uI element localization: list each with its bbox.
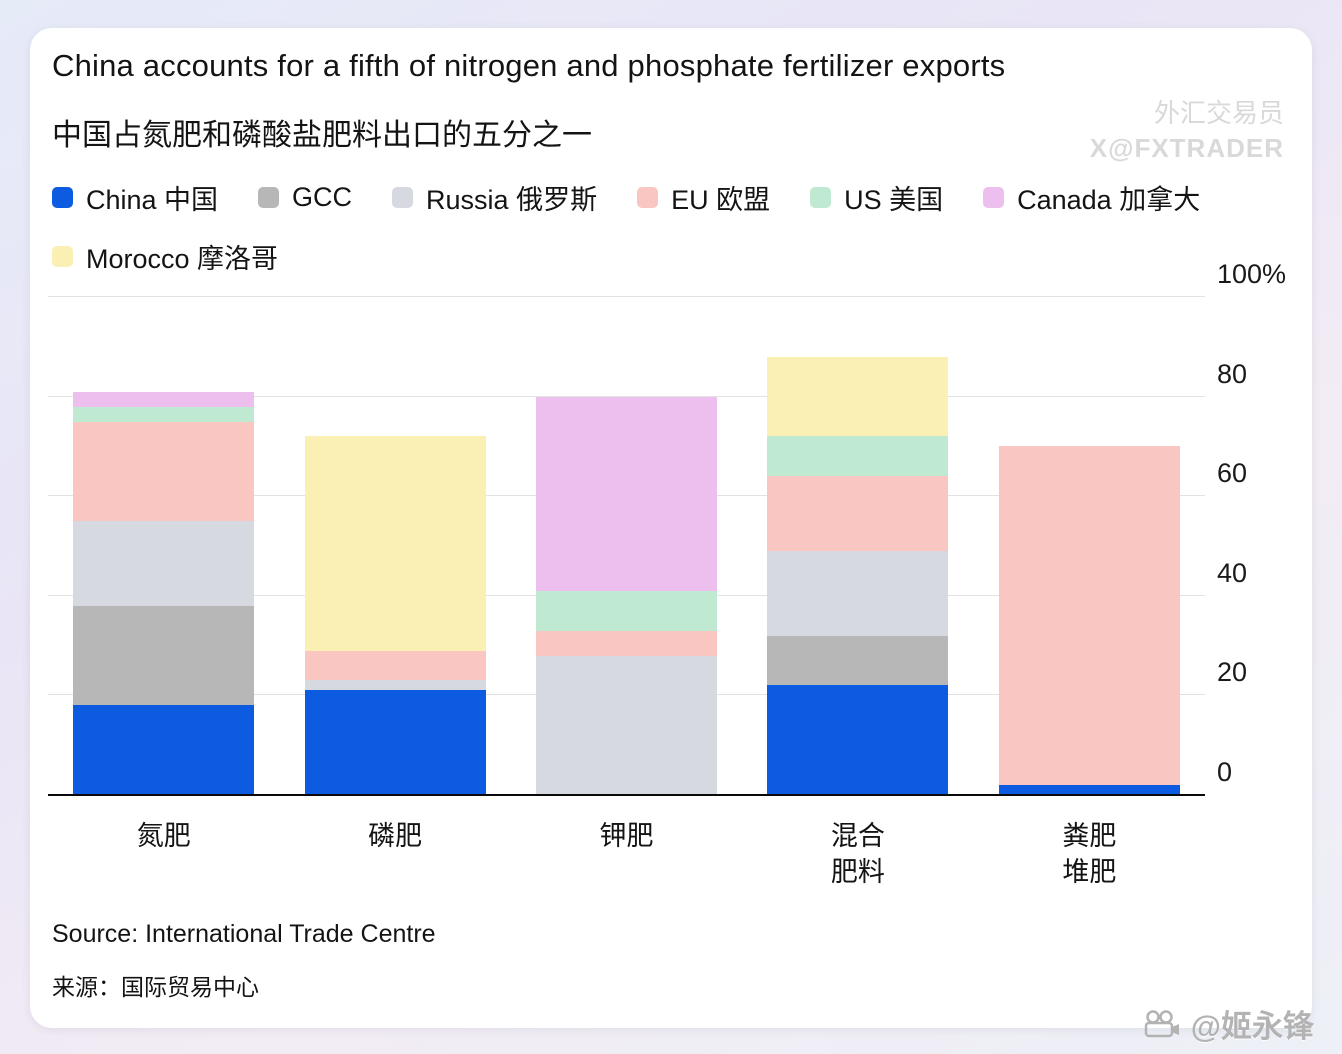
bar-stack bbox=[998, 446, 1180, 795]
x-axis-baseline bbox=[48, 793, 1205, 796]
legend-item: Russia 俄罗斯 bbox=[392, 178, 597, 217]
bar-segment bbox=[304, 436, 486, 651]
bar-segment bbox=[73, 391, 255, 407]
source-line-en: Source: International Trade Centre bbox=[52, 920, 436, 948]
legend-label: China 中国 bbox=[86, 185, 219, 215]
y-tick-label: 40 bbox=[1217, 557, 1248, 588]
legend-swatch bbox=[52, 246, 73, 267]
legend-swatch bbox=[810, 187, 832, 208]
bar-segment bbox=[304, 690, 486, 795]
legend-swatch bbox=[392, 187, 414, 208]
y-tick-label: 0 bbox=[1217, 757, 1233, 787]
y-tick-label: 60 bbox=[1217, 458, 1248, 489]
bar-stack bbox=[767, 356, 949, 795]
watermark-bottom-text: @姬永锋 bbox=[1190, 1009, 1314, 1044]
legend-item: Morocco 摩洛哥 bbox=[52, 237, 278, 276]
legend-swatch bbox=[983, 187, 1005, 208]
stacked-bar-chart: 0 20 40 60 80 100% 氮肥 磷肥 钾肥 混合 肥料 粪肥 堆肥 bbox=[48, 259, 1324, 887]
bar-segment bbox=[767, 635, 949, 686]
bar-segment bbox=[73, 521, 255, 606]
y-tick-label: 80 bbox=[1217, 358, 1248, 389]
legend-swatch bbox=[52, 187, 73, 208]
chart-title-zh: 中国占氮肥和磷酸盐肥料出口的五分之一 bbox=[52, 119, 592, 152]
legend-label: US 美国 bbox=[844, 185, 944, 215]
chart-legend: China 中国 GCC Russia 俄罗斯 EU 欧盟 US 美国 Canada 加拿… bbox=[52, 178, 1328, 276]
x-axis-category-label: 钾肥 bbox=[599, 821, 654, 851]
bar-segment bbox=[767, 356, 949, 437]
watermark-top-line1: 外汇交易员 bbox=[1153, 98, 1284, 128]
legend-item: Canada 加拿大 bbox=[983, 178, 1200, 217]
legend-label: EU 欧盟 bbox=[671, 185, 771, 215]
legend-item: China 中国 bbox=[52, 178, 218, 217]
bar-column bbox=[511, 297, 742, 795]
bar-segment bbox=[536, 396, 718, 591]
bar-segment bbox=[304, 680, 486, 691]
x-axis-category-label: 混合 肥料 bbox=[830, 821, 885, 888]
legend-label: Morocco 摩洛哥 bbox=[86, 244, 279, 274]
bar-segment bbox=[73, 705, 255, 795]
bar-column bbox=[48, 297, 279, 795]
legend-label: Canada 加拿大 bbox=[1017, 185, 1201, 215]
bar-segment bbox=[998, 446, 1180, 786]
watermark-top: 外汇交易员 X@FXTRADER bbox=[1090, 96, 1284, 166]
bar-segment bbox=[767, 685, 949, 795]
watermark-top-line2: X@FXTRADER bbox=[1089, 133, 1284, 164]
x-axis-category-label: 磷肥 bbox=[368, 821, 423, 851]
y-axis-labels: 0 20 40 60 80 100% bbox=[1217, 259, 1323, 795]
x-axis-category-label: 氮肥 bbox=[136, 821, 191, 851]
legend-item: US 美国 bbox=[810, 178, 943, 217]
chart-title-en: China accounts for a fifth of nitrogen a… bbox=[52, 48, 1006, 83]
bar-segment bbox=[304, 650, 486, 681]
bar-stack bbox=[536, 396, 718, 795]
bar-segment bbox=[536, 630, 718, 656]
bar-segment bbox=[767, 476, 949, 551]
bar-stack bbox=[304, 436, 486, 795]
gridline bbox=[48, 296, 1205, 297]
legend-item: GCC bbox=[258, 182, 352, 213]
plot-area bbox=[48, 296, 1205, 796]
legend-swatch bbox=[258, 187, 280, 208]
bar-segment bbox=[998, 785, 1180, 795]
y-tick-label: 100% bbox=[1217, 259, 1287, 289]
y-tick-label: 20 bbox=[1217, 657, 1248, 688]
bar-column bbox=[279, 297, 510, 795]
bar-segment bbox=[767, 551, 949, 636]
bar-segment bbox=[767, 436, 949, 477]
gridline bbox=[48, 395, 1205, 397]
legend-swatch bbox=[637, 187, 659, 208]
x-axis-labels: 氮肥 磷肥 钾肥 混合 肥料 粪肥 堆肥 bbox=[48, 818, 1205, 891]
bar-stack bbox=[73, 391, 255, 795]
legend-label: Russia 俄罗斯 bbox=[426, 185, 598, 215]
chart-card: China accounts for a fifth of nitrogen a… bbox=[30, 28, 1312, 1028]
bar-column bbox=[742, 297, 973, 795]
legend-item: EU 欧盟 bbox=[637, 178, 770, 217]
legend-label: GCC bbox=[292, 182, 353, 212]
bar-column bbox=[974, 297, 1205, 795]
bar-segment bbox=[73, 406, 255, 422]
bar-segment bbox=[73, 421, 255, 522]
camera-icon bbox=[1143, 1009, 1181, 1038]
bar-segment bbox=[536, 590, 718, 631]
source-line-zh: 来源：国际贸易中心 bbox=[52, 974, 259, 1000]
x-axis-category-label: 粪肥 堆肥 bbox=[1062, 821, 1117, 888]
watermark-bottom: @姬永锋 bbox=[1143, 1001, 1314, 1046]
bar-segment bbox=[536, 655, 718, 795]
bars bbox=[48, 297, 1205, 795]
bar-segment bbox=[73, 605, 255, 706]
